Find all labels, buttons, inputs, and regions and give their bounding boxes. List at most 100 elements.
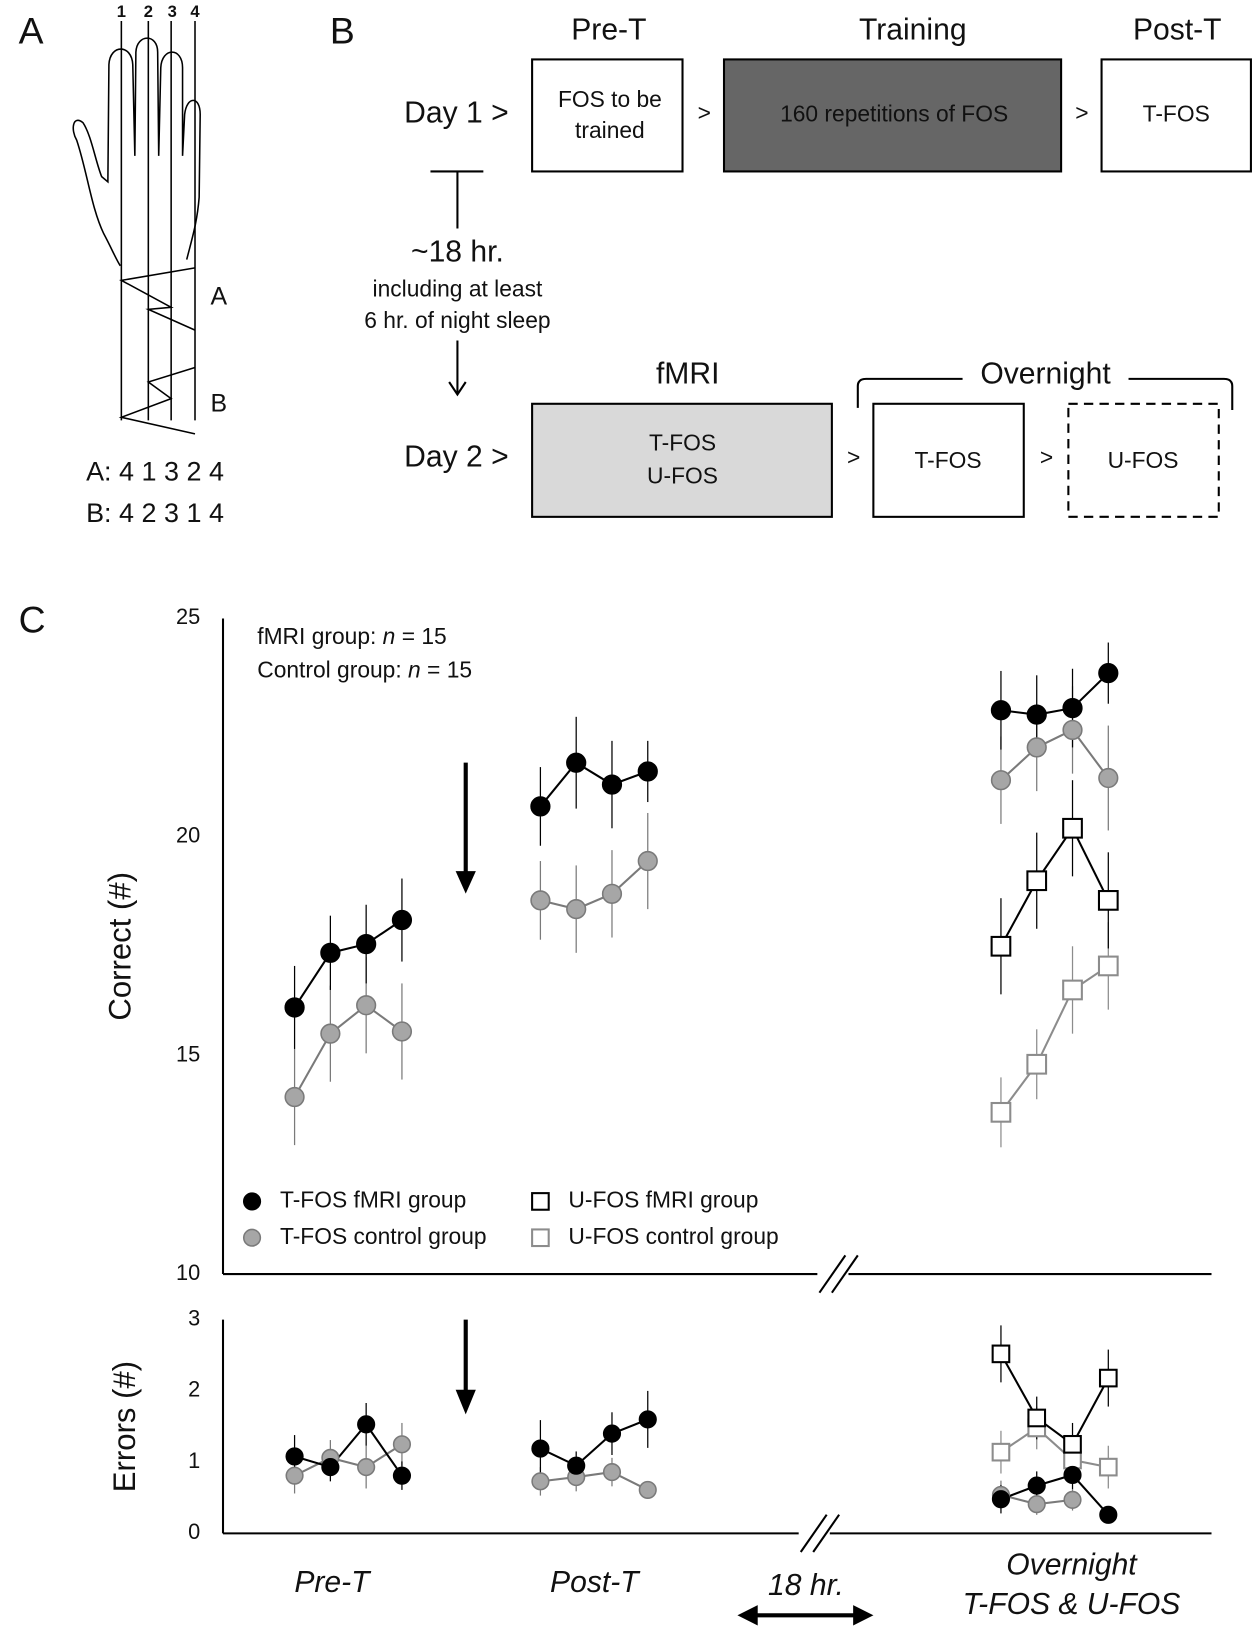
legend-label: T-FOS fMRI group xyxy=(280,1186,466,1212)
marker xyxy=(990,935,1012,957)
finger-number: 2 xyxy=(144,2,153,21)
stage-title: Post-T xyxy=(1133,13,1222,46)
gap-text: ~18 hr. xyxy=(411,235,504,268)
marker xyxy=(321,1458,340,1477)
box xyxy=(531,58,684,173)
y-tick-label: 0 xyxy=(188,1519,200,1544)
legend-label: T-FOS control group xyxy=(280,1223,487,1249)
series-line xyxy=(540,1471,649,1491)
gap-label: 18 hr. xyxy=(768,1569,844,1602)
series-line xyxy=(1000,965,1109,1113)
marker xyxy=(567,1456,586,1475)
box-text: U-FOS xyxy=(647,462,718,488)
sequence: A: 4 1 3 2 4 xyxy=(86,456,224,486)
marker xyxy=(391,1021,413,1042)
marker xyxy=(1097,890,1119,911)
y-tick-label: 20 xyxy=(176,823,200,848)
panel-label: B xyxy=(330,9,355,51)
sequence-tag: B xyxy=(211,389,228,417)
marker xyxy=(531,1228,550,1248)
axes xyxy=(221,618,1212,1535)
marker xyxy=(284,997,305,1018)
series-line xyxy=(1000,672,1110,716)
marker xyxy=(991,1344,1011,1364)
marker xyxy=(638,1410,657,1429)
hand-drawing xyxy=(72,21,201,435)
box-text: 160 repetitions of FOS xyxy=(780,100,1008,126)
marker xyxy=(1026,870,1048,892)
day-label: Day 2 > xyxy=(404,441,509,474)
marker xyxy=(1063,1434,1082,1454)
y-axis-label: Correct (#) xyxy=(103,872,138,1021)
timeline-arrow xyxy=(430,170,484,397)
annotation: Control group: n = 15 xyxy=(257,656,472,682)
stage-title: Overnight xyxy=(980,358,1111,391)
marker xyxy=(285,1466,304,1485)
box-text: FOS to be xyxy=(558,86,662,112)
series-line xyxy=(1000,1353,1110,1446)
series-line xyxy=(293,1003,403,1098)
y-tick-label: 2 xyxy=(188,1377,200,1402)
marker xyxy=(391,909,413,931)
marker xyxy=(1063,1450,1082,1470)
marker xyxy=(392,1435,412,1454)
box-text: T-FOS xyxy=(1143,100,1210,126)
marker xyxy=(990,1101,1012,1123)
day-label: Day 1 > xyxy=(404,96,509,129)
stage-title: fMRI xyxy=(656,358,720,391)
y-tick-label: 25 xyxy=(176,604,200,629)
marker xyxy=(1027,1495,1046,1514)
marker xyxy=(1099,1505,1118,1524)
marker xyxy=(601,774,623,795)
marker xyxy=(638,1480,657,1499)
marker xyxy=(991,1442,1011,1462)
marker xyxy=(530,890,551,911)
marker xyxy=(990,770,1012,791)
marker xyxy=(566,752,587,773)
marker xyxy=(991,1490,1011,1509)
axis-break xyxy=(798,1254,859,1553)
marker xyxy=(1026,737,1047,758)
marker xyxy=(637,850,658,872)
annotation-part: = 15 xyxy=(395,623,446,649)
marker xyxy=(1098,767,1119,789)
marker xyxy=(356,995,377,1016)
marker xyxy=(392,1466,412,1485)
stage-title: Training xyxy=(859,13,967,46)
marker xyxy=(285,1447,304,1466)
separator: > xyxy=(1075,99,1088,125)
series-line xyxy=(540,860,649,911)
marker xyxy=(602,1463,622,1482)
series-line xyxy=(539,1418,649,1467)
marker xyxy=(356,933,377,955)
box xyxy=(872,402,1025,518)
marker xyxy=(601,883,623,904)
marker xyxy=(1063,1465,1082,1485)
stage-title: Pre-T xyxy=(571,13,646,46)
marker xyxy=(1062,697,1083,719)
marker xyxy=(531,1472,550,1491)
annotation-part: n xyxy=(408,656,421,682)
annotation-part: Control group: xyxy=(257,656,408,682)
series-line xyxy=(294,1422,403,1477)
marker xyxy=(320,1023,341,1044)
finger-number: 4 xyxy=(190,2,200,21)
panel-label: A xyxy=(19,9,44,51)
marker xyxy=(1026,704,1047,725)
marker xyxy=(320,942,341,963)
annotation: fMRI group: n = 15 xyxy=(257,623,446,649)
series-line xyxy=(294,1443,403,1477)
marker xyxy=(1098,663,1119,684)
marker xyxy=(1063,1490,1082,1509)
marker xyxy=(602,1424,622,1443)
series-line xyxy=(1000,728,1110,781)
marker xyxy=(1098,1368,1118,1388)
group-label: Overnight xyxy=(1006,1548,1138,1581)
panel-label: C xyxy=(19,599,46,641)
gap-text: including at least xyxy=(373,276,543,302)
marker xyxy=(990,700,1012,721)
label-background xyxy=(962,359,1129,395)
box xyxy=(1067,402,1220,518)
marker xyxy=(637,761,658,782)
box-text: U-FOS xyxy=(1108,447,1179,473)
